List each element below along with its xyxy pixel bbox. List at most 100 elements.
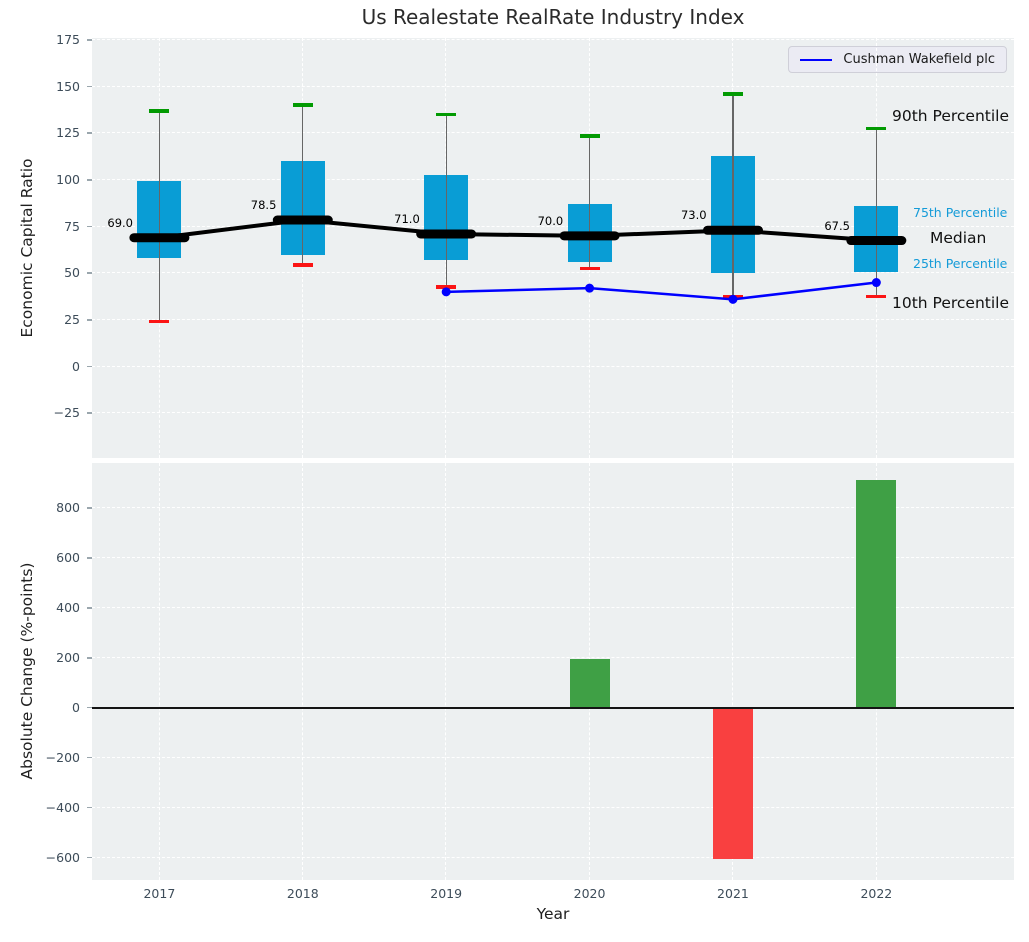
y-tick-mark [87,272,92,274]
median-trend-line [159,217,877,243]
median-value-label: 70.0 [537,213,564,228]
y-tick-label: 50 [64,265,80,281]
whisker-cap-90th [149,109,170,113]
y-tick-label: 200 [56,649,80,665]
y-tick-label: 600 [56,549,80,565]
whisker-cap-90th [292,103,313,107]
percentile-annotation: 75th Percentile [913,205,1008,221]
gridline-horizontal [92,806,1014,808]
median-marker [702,225,763,235]
gridline-horizontal [92,365,1014,367]
median-marker [272,215,333,225]
median-value-label: 69.0 [107,215,133,230]
y-tick-label: 175 [56,31,80,47]
x-tick-label: 2021 [717,886,749,901]
gridline-horizontal [92,179,1014,181]
x-tick-label: 2020 [573,886,606,901]
median-marker [559,231,620,241]
gridline-vertical [158,463,160,880]
whisker-line [732,94,734,297]
y-tick-mark [87,806,92,809]
whisker-line [302,105,304,265]
bar-positive [856,480,897,708]
gridline-horizontal [92,132,1014,134]
gridline-vertical [732,463,734,880]
gridline-horizontal [92,856,1014,858]
whisker-cap-10th [579,266,600,271]
x-tick-label: 2017 [143,886,176,901]
y-tick-label: 0 [72,699,80,715]
legend-label: Cushman Wakefield plc [843,52,995,67]
gridline-horizontal [92,412,1014,414]
x-tick-label: 2022 [860,886,893,901]
y-tick-mark [87,365,92,368]
gridline-vertical [445,463,447,880]
y-tick-label: 125 [56,125,80,141]
y-tick-mark [87,657,92,659]
y-tick-mark [87,607,92,609]
top-chart-overlay [129,215,907,304]
y-tick-mark [87,412,92,414]
bottom-axes-bar [92,463,1014,880]
whisker-cap-90th [436,112,457,117]
y-tick-label: 150 [56,78,80,94]
median-marker [846,236,907,246]
median-value-label: 67.5 [824,218,850,233]
whisker-cap-10th [292,263,313,267]
y-tick-mark [87,132,92,134]
median-value-label: 73.0 [680,208,707,223]
y-tick-mark [87,39,92,41]
x-tick-label: 2019 [430,886,463,901]
y-tick-mark [87,179,92,181]
gridline-horizontal [92,272,1014,274]
y-tick-mark [87,319,92,321]
gridline-vertical [302,463,304,880]
y-tick-label: 800 [56,499,80,515]
company-point [728,294,738,304]
median-marker [416,229,477,239]
percentile-annotation: Median [930,228,987,247]
bar-positive [569,659,610,708]
y-tick-label: 0 [72,358,80,374]
median-marker [129,233,190,243]
median-value-label: 78.5 [250,198,277,212]
y-tick-label: 400 [56,599,80,615]
chart-title: Us Realestate RealRate Industry Index [361,5,745,29]
y-tick-mark [87,856,92,859]
y-tick-label: −200 [45,749,80,765]
y-tick-label: 75 [64,218,80,234]
whisker-line [875,128,877,297]
zero-axis-line [92,706,1014,709]
percentile-annotation: 90th Percentile [892,107,1010,126]
gridline-horizontal [92,756,1014,758]
whisker-cap-10th [866,294,887,299]
whisker-cap-90th [722,92,743,96]
company-point [585,283,595,293]
gridline-horizontal [92,607,1014,609]
x-tick-label: 2018 [286,886,319,901]
x-axis-label: Year [536,905,570,923]
gridline-horizontal [92,657,1014,659]
gridline-horizontal [92,319,1014,321]
legend: Cushman Wakefield plc [788,46,1007,73]
whisker-cap-90th [579,134,600,138]
gridline-horizontal [92,225,1014,227]
whisker-cap-10th [149,319,170,324]
gridline-horizontal [92,39,1014,41]
y-tick-label: −400 [45,799,80,815]
y-tick-mark [87,706,92,709]
top-axes-boxplot: Cushman Wakefield plc 69.0 78.5 71.0 70.0 73… [92,38,1014,458]
whisker-line [445,114,447,288]
percentile-annotation: 25th Percentile [913,255,1008,271]
y-tick-mark [87,756,92,759]
company-line [446,281,877,301]
company-point [871,278,881,288]
whisker-cap-90th [866,126,887,131]
whisker-line [158,110,161,322]
y-tick-mark [87,85,92,88]
y-tick-label: −600 [45,849,80,865]
bar-negative [712,707,753,859]
y-tick-label: 100 [56,171,80,187]
y-tick-mark [87,507,92,509]
